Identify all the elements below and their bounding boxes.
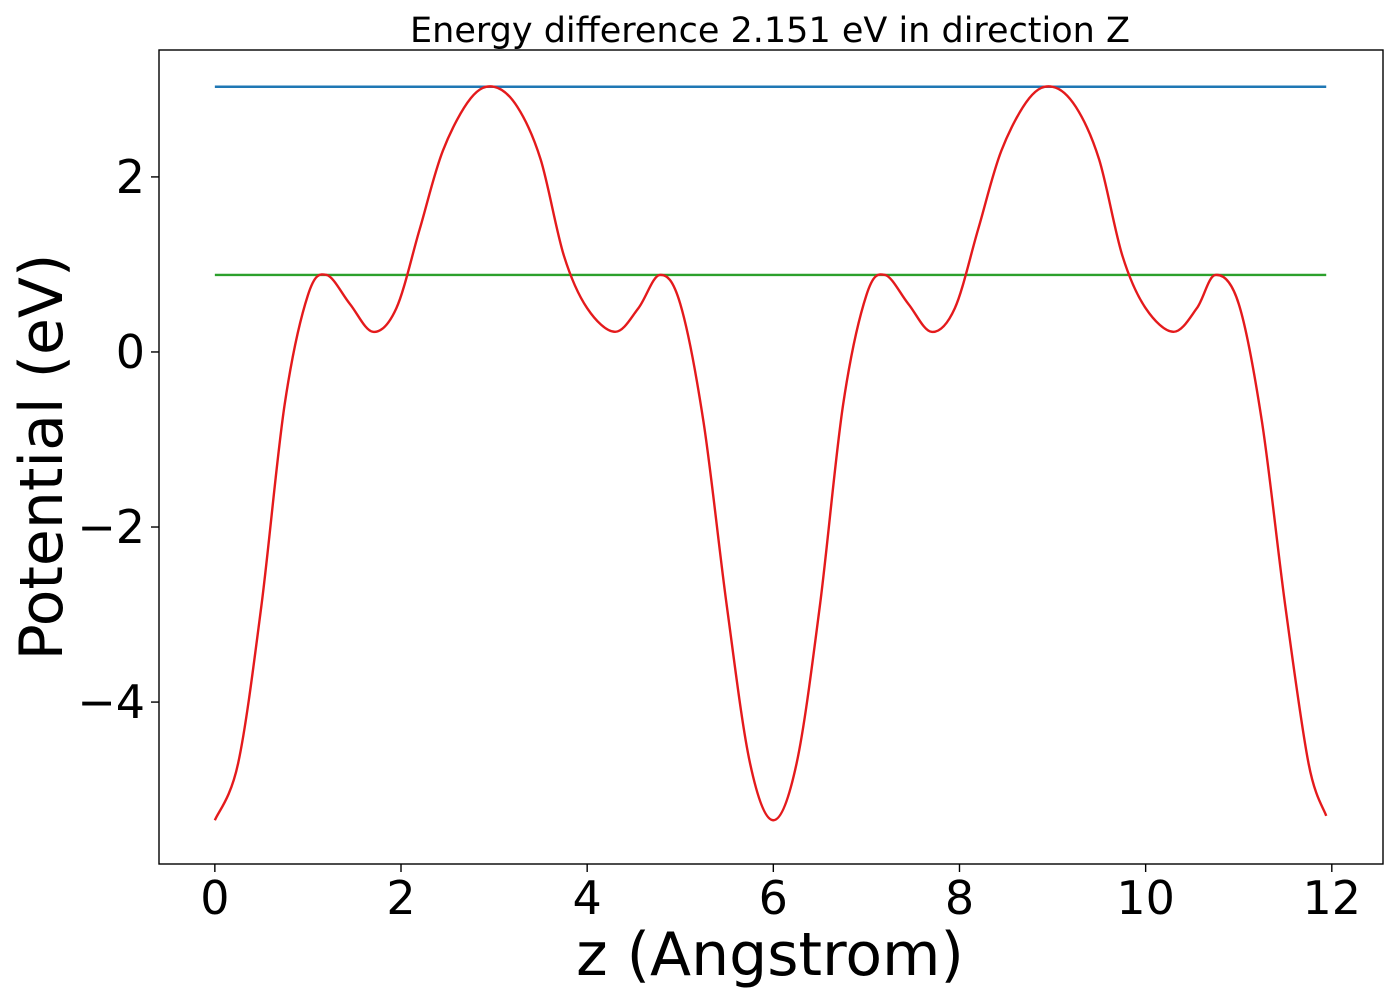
- x-tick-label: 2: [386, 871, 415, 925]
- x-tick-label: 8: [945, 871, 974, 925]
- series-line-3: [213, 85, 1328, 822]
- chart-title: Energy difference 2.151 eV in direction …: [410, 11, 1130, 51]
- plot-area: [213, 85, 1328, 822]
- y-tick-label: −2: [77, 500, 145, 554]
- y-axis-label: Potential (eV): [7, 254, 77, 661]
- x-axis: 0 2 4 6 8 10 12: [200, 864, 1361, 925]
- x-tick-label: 10: [1116, 871, 1175, 925]
- y-tick-label: 0: [116, 325, 145, 379]
- x-tick-label: 4: [573, 871, 602, 925]
- y-tick-label: −4: [77, 675, 145, 729]
- x-tick-label: 0: [200, 871, 229, 925]
- x-tick-label: 6: [759, 871, 788, 925]
- y-axis: −4 −2 0 2: [77, 150, 159, 729]
- y-tick-label: 2: [116, 150, 145, 204]
- x-axis-label: z (Angstrom): [576, 920, 964, 990]
- plot-frame: [158, 49, 1384, 865]
- x-tick-label: 12: [1303, 871, 1362, 925]
